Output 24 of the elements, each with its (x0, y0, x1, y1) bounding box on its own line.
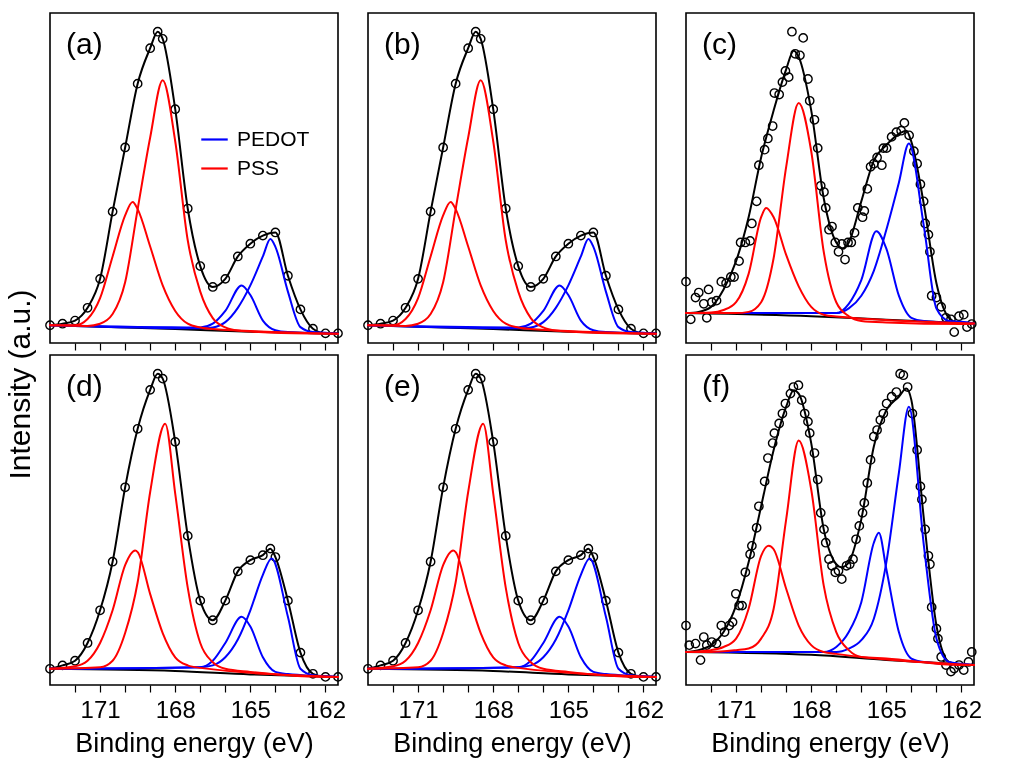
x-axis-title: Binding energy (eV) (75, 727, 314, 758)
x-tick-label: 168 (155, 695, 196, 723)
x-tick-label: 162 (623, 695, 664, 723)
x-tick-label: 165 (548, 695, 589, 723)
legend-label: PEDOT (237, 126, 310, 150)
y-axis-title: Intensity (a.u.) (3, 289, 37, 480)
annotation: (b) (384, 27, 421, 60)
x-tick-label: 162 (305, 695, 346, 723)
annotation: (e) (384, 369, 421, 402)
x-axis-title: Binding energy (eV) (711, 727, 950, 758)
x-axis-title: Binding energy (eV) (393, 727, 632, 758)
annotation: (d) (66, 369, 103, 402)
annotation: (c) (702, 27, 737, 60)
x-tick-label: 168 (791, 695, 832, 723)
x-tick-label: 165 (866, 695, 907, 723)
x-tick-label: 171 (716, 695, 757, 723)
legend-label: PSS (237, 155, 280, 179)
x-tick-label: 165 (230, 695, 271, 723)
x-tick-label: 171 (80, 695, 121, 723)
x-tick-label: 171 (398, 695, 439, 723)
x-tick-label: 162 (941, 695, 982, 723)
annotation: (f) (702, 369, 731, 402)
annotation: (a) (66, 27, 103, 60)
x-tick-label: 168 (473, 695, 514, 723)
